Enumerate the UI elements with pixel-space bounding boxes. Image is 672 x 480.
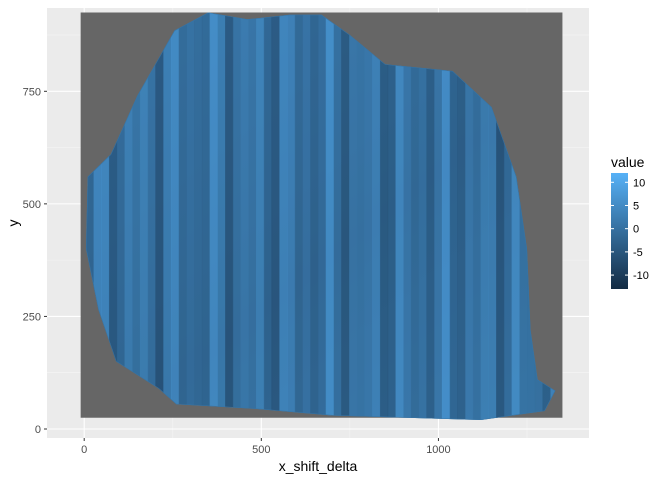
y-tick-label: 750: [23, 86, 41, 98]
y-tick-label: 0: [35, 424, 41, 436]
value-streak: [348, 12, 358, 420]
value-streak: [248, 12, 257, 420]
value-streak: [503, 12, 513, 420]
value-streak: [379, 12, 389, 420]
value-streak: [364, 12, 373, 420]
value-streak: [108, 12, 118, 420]
value-streak: [124, 12, 133, 420]
value-streak: [472, 12, 482, 420]
value-streak: [209, 12, 218, 420]
value-streak: [101, 12, 110, 420]
axes: 0 500 1000 0 250 500 750: [23, 86, 451, 456]
value-streak: [403, 12, 412, 420]
value-streak: [465, 12, 474, 420]
value-streak: [86, 12, 94, 420]
value-streak: [341, 12, 350, 420]
value-streak: [178, 12, 187, 420]
legend-title: value: [611, 154, 645, 170]
value-streak: [356, 12, 365, 420]
value-streak: [271, 12, 280, 420]
value-streak: [310, 12, 319, 420]
value-streak: [325, 12, 334, 420]
value-streak: [256, 12, 265, 420]
value-streak: [155, 12, 164, 420]
value-streak: [511, 12, 520, 420]
value-streak: [93, 12, 102, 420]
value-streak: [488, 12, 497, 420]
value-streak: [170, 12, 180, 420]
y-tick-label: 250: [23, 311, 41, 323]
value-streak: [418, 12, 427, 420]
value-streak: [201, 12, 211, 420]
x-tick-label: 0: [81, 444, 87, 456]
y-axis-title: y: [5, 220, 21, 227]
heatmap-layer: [80, 12, 563, 420]
value-streak: [457, 12, 466, 420]
value-streak: [240, 12, 249, 420]
value-streak: [480, 12, 489, 420]
value-streak: [387, 12, 396, 420]
legend-label: 10: [633, 177, 645, 189]
value-streak: [410, 12, 420, 420]
value-streak: [372, 12, 381, 420]
x-tick-label: 500: [252, 444, 270, 456]
value-streak: [279, 12, 288, 420]
value-streak: [333, 12, 342, 420]
value-streak: [225, 12, 234, 420]
legend-label: 0: [633, 224, 639, 236]
legend: value 10 5 0 -5 -10: [611, 154, 649, 289]
legend-label: -5: [633, 247, 643, 259]
legend-label: -10: [633, 270, 649, 282]
value-streak: [116, 12, 125, 420]
value-streak: [139, 12, 149, 420]
value-streak: [395, 12, 404, 420]
x-tick-label: 1000: [426, 444, 450, 456]
value-streak: [496, 12, 505, 420]
value-streak: [287, 12, 296, 420]
legend-ticks: 10 5 0 -5 -10: [611, 177, 649, 282]
value-streak: [186, 12, 195, 420]
legend-colorbar: [611, 173, 628, 289]
y-tick-label: 500: [23, 199, 41, 211]
legend-label: 5: [633, 200, 639, 212]
value-streak: [441, 12, 451, 420]
value-streak: [434, 12, 443, 420]
value-streak: [302, 12, 311, 420]
value-streak: [426, 12, 435, 420]
value-streak: [194, 12, 203, 420]
valued-region: [86, 12, 556, 420]
value-streak: [217, 12, 226, 420]
value-streak: [163, 12, 172, 420]
x-axis-title: x_shift_delta: [279, 458, 358, 474]
value-streak: [132, 12, 141, 420]
value-streak: [147, 12, 156, 420]
value-streak: [294, 12, 304, 420]
value-streak: [263, 12, 273, 420]
value-streak: [232, 12, 242, 420]
value-streak: [449, 12, 458, 420]
value-streak: [318, 12, 327, 420]
